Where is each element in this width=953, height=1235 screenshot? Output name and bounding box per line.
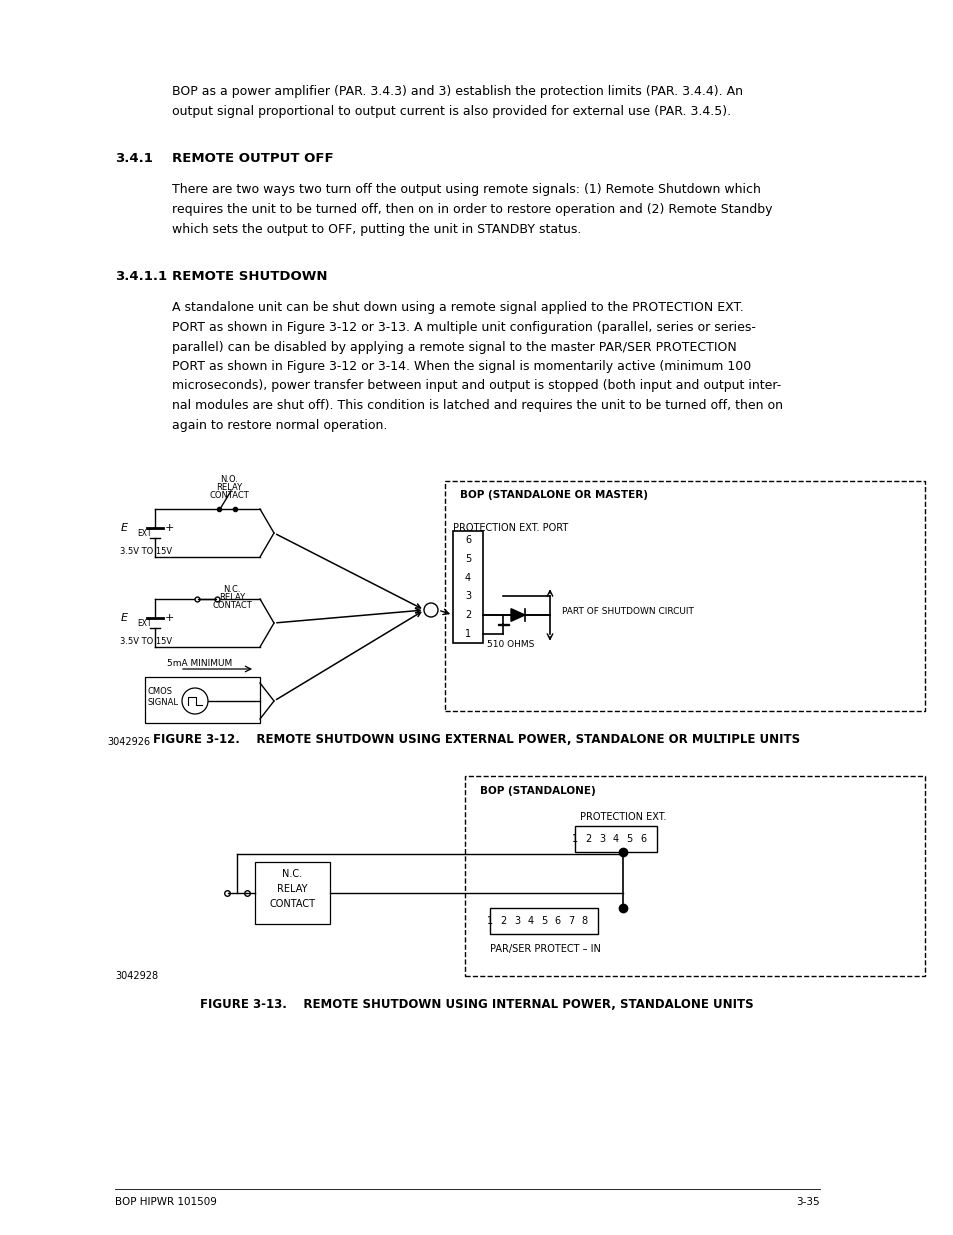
Text: output signal proportional to output current is also provided for external use (: output signal proportional to output cur… <box>172 105 730 117</box>
Text: 5: 5 <box>540 916 547 926</box>
Text: PAR/SER PROTECT – IN: PAR/SER PROTECT – IN <box>490 944 600 953</box>
Text: 510 OHMS: 510 OHMS <box>486 640 534 648</box>
Text: 3.4.1: 3.4.1 <box>115 152 152 165</box>
Text: RELAY: RELAY <box>215 483 242 492</box>
Polygon shape <box>511 609 524 621</box>
Text: microseconds), power transfer between input and output is stopped (both input an: microseconds), power transfer between in… <box>172 379 781 393</box>
Text: 3-35: 3-35 <box>796 1197 820 1207</box>
Text: 4: 4 <box>464 573 471 583</box>
Text: 3: 3 <box>464 592 471 601</box>
Bar <box>145 677 260 722</box>
Text: 1: 1 <box>572 834 578 844</box>
Text: A standalone unit can be shut down using a remote signal applied to the PROTECTI: A standalone unit can be shut down using… <box>172 301 743 315</box>
Text: 1: 1 <box>486 916 493 926</box>
Text: REMOTE SHUTDOWN: REMOTE SHUTDOWN <box>172 270 327 283</box>
Text: 5: 5 <box>626 834 632 844</box>
Text: There are two ways two turn off the output using remote signals: (1) Remote Shut: There are two ways two turn off the outp… <box>172 184 760 196</box>
Text: 3.5V TO 15V: 3.5V TO 15V <box>120 636 172 646</box>
Text: 3.5V TO 15V: 3.5V TO 15V <box>120 547 172 556</box>
Text: $E$: $E$ <box>120 521 129 534</box>
Text: CONTACT: CONTACT <box>212 600 252 610</box>
Text: 3: 3 <box>598 834 605 844</box>
Text: 6: 6 <box>554 916 560 926</box>
Bar <box>575 826 657 852</box>
Text: BOP (STANDALONE): BOP (STANDALONE) <box>479 785 595 797</box>
Text: PART OF SHUTDOWN CIRCUIT: PART OF SHUTDOWN CIRCUIT <box>561 608 693 616</box>
Text: 1: 1 <box>464 629 471 638</box>
Text: FIGURE 3-12.    REMOTE SHUTDOWN USING EXTERNAL POWER, STANDALONE OR MULTIPLE UNI: FIGURE 3-12. REMOTE SHUTDOWN USING EXTER… <box>153 734 800 746</box>
Text: 2: 2 <box>464 610 471 620</box>
Text: BOP HIPWR 101509: BOP HIPWR 101509 <box>115 1197 216 1207</box>
Text: PROTECTION EXT.: PROTECTION EXT. <box>579 811 666 823</box>
Text: which sets the output to OFF, putting the unit in STANDBY status.: which sets the output to OFF, putting th… <box>172 222 580 236</box>
Text: 3042926: 3042926 <box>107 737 150 747</box>
Text: CMOS
SIGNAL: CMOS SIGNAL <box>147 688 178 706</box>
Text: 4: 4 <box>527 916 533 926</box>
Text: RELAY: RELAY <box>218 593 245 601</box>
Text: BOP (STANDALONE OR MASTER): BOP (STANDALONE OR MASTER) <box>459 490 647 500</box>
Text: 3.4.1.1: 3.4.1.1 <box>115 270 167 283</box>
Text: N.O.: N.O. <box>220 475 237 484</box>
Text: requires the unit to be turned off, then on in order to restore operation and (2: requires the unit to be turned off, then… <box>172 203 772 216</box>
Text: FIGURE 3-13.    REMOTE SHUTDOWN USING INTERNAL POWER, STANDALONE UNITS: FIGURE 3-13. REMOTE SHUTDOWN USING INTER… <box>200 998 753 1011</box>
Bar <box>453 531 482 643</box>
Text: +: + <box>164 613 173 622</box>
Text: 6: 6 <box>639 834 646 844</box>
Bar <box>444 480 924 711</box>
Text: nal modules are shut off). This condition is latched and requires the unit to be: nal modules are shut off). This conditio… <box>172 399 782 412</box>
Bar <box>254 862 330 924</box>
Text: 2: 2 <box>500 916 506 926</box>
Text: 2: 2 <box>585 834 591 844</box>
Text: REMOTE OUTPUT OFF: REMOTE OUTPUT OFF <box>172 152 334 165</box>
Text: EXT: EXT <box>137 620 152 629</box>
Text: CONTACT: CONTACT <box>269 899 315 909</box>
Text: 4: 4 <box>612 834 618 844</box>
Bar <box>490 908 598 934</box>
Bar <box>497 624 508 625</box>
Text: 3: 3 <box>514 916 519 926</box>
Text: BOP as a power amplifier (PAR. 3.4.3) and 3) establish the protection limits (PA: BOP as a power amplifier (PAR. 3.4.3) an… <box>172 85 742 98</box>
Text: PROTECTION EXT. PORT: PROTECTION EXT. PORT <box>453 522 568 534</box>
Text: 7: 7 <box>567 916 574 926</box>
Text: N.C.: N.C. <box>223 584 240 594</box>
Bar <box>464 776 924 976</box>
Text: 3042928: 3042928 <box>115 971 158 981</box>
Text: $E$: $E$ <box>120 611 129 622</box>
Text: again to restore normal operation.: again to restore normal operation. <box>172 419 387 431</box>
Text: +: + <box>164 522 173 534</box>
Text: 5mA MINIMUM: 5mA MINIMUM <box>167 659 232 668</box>
Text: PORT as shown in Figure 3-12 or 3-14. When the signal is momentarily active (min: PORT as shown in Figure 3-12 or 3-14. Wh… <box>172 359 750 373</box>
Text: 5: 5 <box>464 555 471 564</box>
Text: CONTACT: CONTACT <box>209 492 249 500</box>
Text: EXT: EXT <box>137 530 152 538</box>
Text: 8: 8 <box>580 916 587 926</box>
Text: PORT as shown in Figure 3-12 or 3-13. A multiple unit configuration (parallel, s: PORT as shown in Figure 3-12 or 3-13. A … <box>172 321 755 333</box>
Text: N.C.: N.C. <box>282 869 302 879</box>
Text: 6: 6 <box>464 535 471 546</box>
Text: RELAY: RELAY <box>277 884 308 894</box>
Text: parallel) can be disabled by applying a remote signal to the master PAR/SER PROT: parallel) can be disabled by applying a … <box>172 341 736 353</box>
